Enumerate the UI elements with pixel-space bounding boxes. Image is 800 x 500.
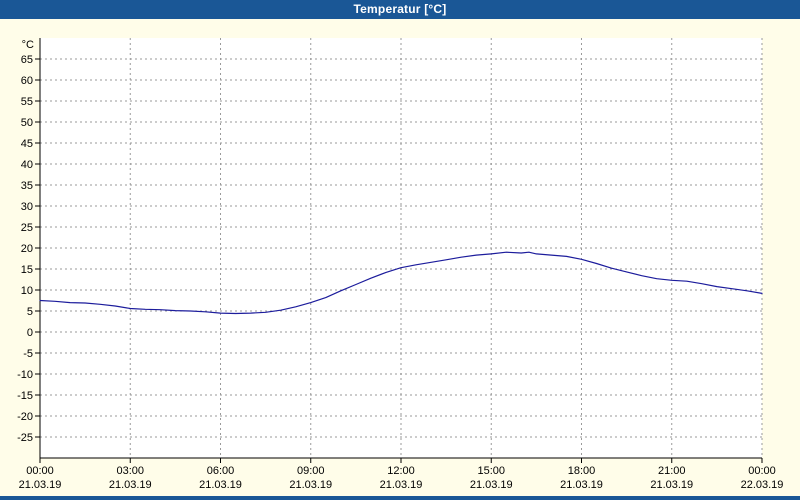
y-tick-label: -10 (17, 369, 33, 381)
x-tick-time-label: 00:00 (748, 465, 776, 477)
x-tick-date-label: 21.03.19 (199, 479, 242, 491)
y-tick-label: 40 (21, 159, 33, 171)
chart-svg: 65605550454035302520151050-5-10-15-20-25… (17, 38, 784, 491)
y-tick-label: 65 (21, 54, 33, 66)
y-tick-label: -15 (17, 390, 33, 402)
chart-area: 65 60 55 50 45 40 35 30 25 20 15 10 5 0 -5 -10 -15 -20 -25… (0, 19, 800, 495)
window-title: Temperatur [°C] (353, 2, 447, 16)
x-tick-date-label: 21.03.19 (19, 479, 62, 491)
x-tick-time-label: 06:00 (207, 465, 235, 477)
y-tick-label: 0 (27, 327, 33, 339)
y-tick-label: 5 (27, 306, 33, 318)
x-tick-date-label: 21.03.19 (380, 479, 423, 491)
y-tick-label: 30 (21, 201, 33, 213)
y-tick-label: 25 (21, 222, 33, 234)
x-tick-time-label: 09:00 (297, 465, 325, 477)
x-tick-time-label: 15:00 (477, 465, 505, 477)
window-bottom-edge (0, 496, 800, 500)
y-tick-label: -20 (17, 411, 33, 423)
y-tick-label: -25 (17, 432, 33, 444)
window-title-bar[interactable]: Temperatur [°C] (0, 0, 800, 19)
x-tick-time-label: 12:00 (387, 465, 415, 477)
x-tick-time-label: 00:00 (26, 465, 54, 477)
x-tick-date-label: 21.03.19 (560, 479, 603, 491)
x-tick-date-label: 21.03.19 (470, 479, 513, 491)
temperature-line (39, 251, 763, 315)
y-tick-label: 20 (21, 243, 33, 255)
x-tick-time-label: 03:00 (116, 465, 144, 477)
y-tick-label: 10 (21, 285, 33, 297)
x-tick-date-label: 21.03.19 (650, 479, 693, 491)
x-tick-date-label: 21.03.19 (109, 479, 152, 491)
y-tick-label: 45 (21, 138, 33, 150)
x-tick-time-label: 18:00 (568, 465, 596, 477)
x-tick-time-label: 21:00 (658, 465, 686, 477)
y-tick-label: 55 (21, 96, 33, 108)
y-tick-label: 35 (21, 180, 33, 192)
y-tick-label: 50 (21, 117, 33, 129)
x-tick-date-label: 21.03.19 (289, 479, 332, 491)
y-tick-label: -5 (23, 348, 33, 360)
y-tick-label: 60 (21, 75, 33, 87)
x-tick-date-label: 22.03.19 (741, 479, 784, 491)
y-tick-label: 15 (21, 264, 33, 276)
y-axis-unit-label: °C (22, 39, 34, 51)
